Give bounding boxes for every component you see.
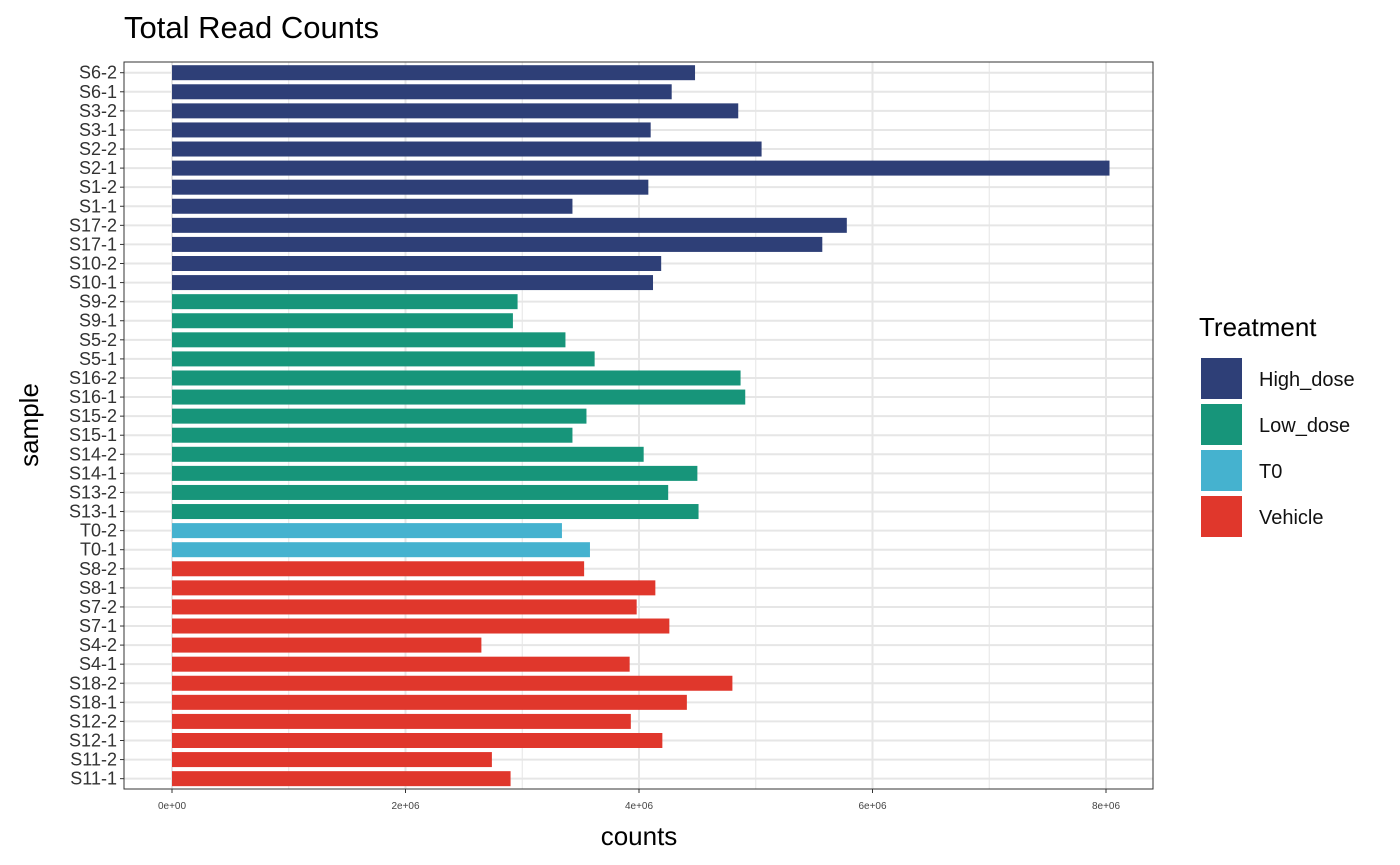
bar-S10-1 <box>172 275 654 291</box>
bar-S13-1 <box>172 504 699 520</box>
y-tick-label: S17-2 <box>69 215 117 235</box>
bar-S13-2 <box>172 484 669 500</box>
y-tick-label: S5-1 <box>79 349 117 369</box>
y-tick-label: S1-1 <box>79 196 117 216</box>
y-tick-label: S12-2 <box>69 711 117 731</box>
bar-S11-1 <box>172 771 511 787</box>
legend: Treatment High_dose Low_dose T0 Vehicle <box>1199 312 1355 537</box>
y-tick-label: S14-2 <box>69 444 117 464</box>
y-tick-label: S18-2 <box>69 673 117 693</box>
y-tick-label: S7-2 <box>79 597 117 617</box>
y-tick-label: S18-1 <box>69 692 117 712</box>
y-tick-label: S2-1 <box>79 158 117 178</box>
bar-S1-1 <box>172 198 573 214</box>
chart-title: Total Read Counts <box>124 10 379 45</box>
bar-S12-1 <box>172 733 663 748</box>
x-tick-label: 2e+06 <box>391 801 420 812</box>
x-tick-label: 4e+06 <box>625 801 654 812</box>
y-tick-label: S8-1 <box>79 578 117 598</box>
bar-S5-2 <box>172 332 566 348</box>
bar-T0-1 <box>172 542 590 558</box>
bar-S17-1 <box>172 236 823 252</box>
y-tick-label: S1-2 <box>79 177 117 197</box>
bar-S16-2 <box>172 370 741 386</box>
x-tick-label: 8e+06 <box>1092 801 1121 812</box>
y-tick-label: S15-1 <box>69 425 117 445</box>
y-tick-label: S10-2 <box>69 254 117 274</box>
legend-label-T0: T0 <box>1259 461 1282 483</box>
y-axis-title: sample <box>14 383 44 467</box>
bar-S7-2 <box>172 599 637 615</box>
bars <box>172 65 1110 787</box>
bar-S18-1 <box>172 694 687 710</box>
bar-S2-1 <box>172 160 1110 176</box>
legend-swatch-High_dose <box>1201 358 1242 399</box>
y-tick-label: S6-1 <box>79 82 117 102</box>
legend-title: Treatment <box>1199 312 1317 342</box>
y-tick-label: S9-2 <box>79 292 117 312</box>
y-axis-ticks: S6-2S6-1S3-2S3-1S2-2S2-1S1-2S1-1S17-2S17… <box>69 63 124 789</box>
bar-S10-2 <box>172 256 662 271</box>
y-tick-label: S3-1 <box>79 120 117 140</box>
y-tick-label: S13-1 <box>69 502 117 522</box>
y-tick-label: S7-1 <box>79 616 117 636</box>
bar-S11-2 <box>172 752 492 768</box>
legend-label-Vehicle: Vehicle <box>1259 507 1324 529</box>
y-tick-label: S6-2 <box>79 63 117 83</box>
bar-S6-2 <box>172 65 696 81</box>
bar-S2-2 <box>172 141 762 157</box>
legend-swatch-T0 <box>1201 450 1242 491</box>
x-tick-label: 0e+00 <box>158 801 187 812</box>
y-tick-label: S10-1 <box>69 273 117 293</box>
bar-S7-1 <box>172 618 670 634</box>
bar-T0-2 <box>172 523 562 539</box>
y-tick-label: S17-1 <box>69 234 117 254</box>
bar-S15-2 <box>172 408 587 424</box>
y-tick-label: S16-1 <box>69 387 117 407</box>
y-tick-label: S2-2 <box>79 139 117 159</box>
y-tick-label: S3-2 <box>79 101 117 121</box>
y-tick-label: S4-2 <box>79 635 117 655</box>
bar-S4-1 <box>172 656 630 672</box>
bar-S12-2 <box>172 713 631 729</box>
y-tick-label: S13-2 <box>69 482 117 502</box>
y-tick-label: S11-1 <box>70 769 117 789</box>
bar-S18-2 <box>172 675 733 691</box>
x-axis-title: counts <box>601 821 678 851</box>
bar-S5-1 <box>172 351 595 367</box>
y-tick-label: S9-1 <box>79 311 117 331</box>
bar-S17-2 <box>172 217 847 233</box>
bar-S15-1 <box>172 427 573 443</box>
bar-S3-1 <box>172 122 651 138</box>
y-tick-label: T0-2 <box>80 521 117 541</box>
bar-S14-1 <box>172 465 698 481</box>
x-axis-ticks: 0e+00 2e+06 4e+06 6e+06 8e+06 <box>158 789 1121 812</box>
x-tick-label: 6e+06 <box>858 801 887 812</box>
bar-S1-2 <box>172 179 649 195</box>
legend-swatch-Vehicle <box>1201 496 1242 537</box>
bar-S9-1 <box>172 313 513 329</box>
bar-S16-1 <box>172 389 746 405</box>
bar-S9-2 <box>172 294 518 310</box>
bar-S3-2 <box>172 103 739 119</box>
y-tick-label: S16-2 <box>69 368 117 388</box>
bar-S6-1 <box>172 84 672 100</box>
bar-S14-2 <box>172 446 644 462</box>
y-tick-label: S5-2 <box>79 330 117 350</box>
y-tick-label: S11-2 <box>70 750 117 770</box>
y-tick-label: S8-2 <box>79 559 117 579</box>
legend-label-Low_dose: Low_dose <box>1259 415 1350 437</box>
bar-S4-2 <box>172 637 482 653</box>
y-tick-label: S14-1 <box>69 463 117 483</box>
legend-swatch-Low_dose <box>1201 404 1242 445</box>
y-tick-label: S12-1 <box>69 731 117 751</box>
y-tick-label: T0-1 <box>80 540 117 560</box>
legend-label-High_dose: High_dose <box>1259 369 1355 391</box>
bar-S8-1 <box>172 580 656 596</box>
bar-S8-2 <box>172 561 585 577</box>
y-tick-label: S4-1 <box>79 654 117 674</box>
y-tick-label: S15-2 <box>69 406 117 426</box>
